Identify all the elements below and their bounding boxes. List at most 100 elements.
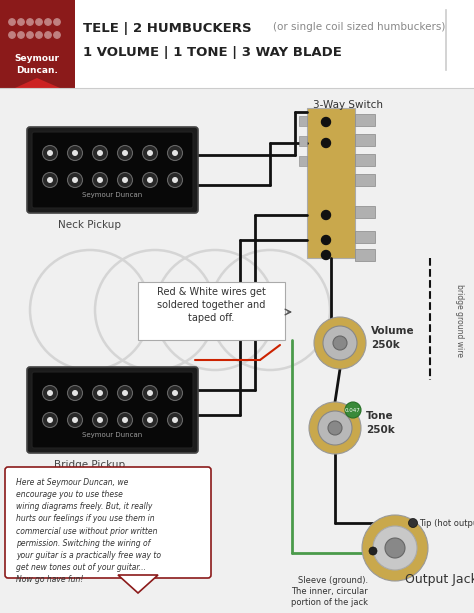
Circle shape (362, 515, 428, 581)
Bar (355, 114, 375, 126)
Polygon shape (15, 78, 60, 88)
Bar (355, 154, 375, 166)
Circle shape (9, 32, 15, 38)
Text: 1 VOLUME | 1 TONE | 3 WAY BLADE: 1 VOLUME | 1 TONE | 3 WAY BLADE (83, 46, 342, 59)
Circle shape (385, 538, 405, 558)
Circle shape (172, 390, 178, 396)
Bar (0, 0, 474, 88)
Text: (or single coil sized humbuckers): (or single coil sized humbuckers) (273, 22, 446, 32)
Circle shape (27, 19, 33, 25)
Circle shape (47, 417, 53, 423)
Circle shape (43, 386, 57, 400)
Circle shape (143, 145, 157, 161)
Text: TELE | 2 HUMBUCKERS: TELE | 2 HUMBUCKERS (83, 22, 252, 35)
Circle shape (43, 145, 57, 161)
FancyBboxPatch shape (27, 127, 198, 213)
Circle shape (345, 402, 361, 418)
Circle shape (321, 118, 330, 126)
Circle shape (9, 19, 15, 25)
FancyBboxPatch shape (27, 367, 198, 453)
Circle shape (92, 145, 108, 161)
Circle shape (122, 417, 128, 423)
Circle shape (172, 417, 178, 423)
Text: 3-Way Switch: 3-Way Switch (313, 100, 383, 110)
Circle shape (47, 390, 53, 396)
Bar (355, 174, 375, 186)
Circle shape (72, 150, 78, 156)
Circle shape (318, 411, 352, 445)
Circle shape (92, 413, 108, 427)
Text: Here at Seymour Duncan, we
encourage you to use these
wiring diagrams freely. Bu: Here at Seymour Duncan, we encourage you… (16, 478, 161, 584)
Text: Sleeve (ground).
The inner, circular
portion of the jack: Sleeve (ground). The inner, circular por… (291, 576, 368, 607)
Circle shape (167, 172, 182, 188)
Circle shape (167, 413, 182, 427)
Circle shape (72, 390, 78, 396)
Circle shape (72, 417, 78, 423)
Circle shape (72, 177, 78, 183)
Circle shape (67, 413, 82, 427)
Bar (307, 108, 355, 258)
Circle shape (43, 413, 57, 427)
FancyBboxPatch shape (138, 282, 285, 340)
Circle shape (97, 150, 103, 156)
Circle shape (172, 150, 178, 156)
FancyBboxPatch shape (27, 367, 198, 453)
Text: Seymour
Duncan.: Seymour Duncan. (15, 54, 60, 75)
Circle shape (43, 172, 57, 188)
Circle shape (54, 19, 60, 25)
Circle shape (143, 172, 157, 188)
Circle shape (309, 402, 361, 454)
Text: Bridge Pickup: Bridge Pickup (55, 460, 126, 470)
Circle shape (373, 526, 417, 570)
Circle shape (67, 386, 82, 400)
Bar (299, 136, 307, 146)
Circle shape (118, 386, 133, 400)
Circle shape (143, 386, 157, 400)
Bar (355, 249, 375, 261)
Text: bridge ground wire: bridge ground wire (456, 283, 465, 357)
Circle shape (333, 336, 347, 350)
Bar (299, 156, 307, 166)
Circle shape (27, 32, 33, 38)
Circle shape (328, 421, 342, 435)
Text: Red & White wires get
soldered together and
taped off.: Red & White wires get soldered together … (157, 287, 266, 324)
Circle shape (18, 32, 24, 38)
Bar (355, 134, 375, 146)
Circle shape (97, 390, 103, 396)
Circle shape (147, 417, 153, 423)
Circle shape (36, 19, 42, 25)
Circle shape (321, 251, 330, 259)
Circle shape (36, 32, 42, 38)
Circle shape (409, 519, 418, 528)
Circle shape (67, 172, 82, 188)
Circle shape (54, 32, 60, 38)
Circle shape (147, 390, 153, 396)
Circle shape (172, 177, 178, 183)
Text: Tip (hot output): Tip (hot output) (419, 519, 474, 528)
Bar (355, 231, 375, 243)
Text: Output Jack: Output Jack (405, 573, 474, 586)
Circle shape (97, 177, 103, 183)
Circle shape (45, 19, 51, 25)
Bar (0, 88, 474, 613)
Circle shape (118, 413, 133, 427)
Text: Seymour Duncan: Seymour Duncan (82, 192, 143, 198)
Circle shape (92, 172, 108, 188)
FancyBboxPatch shape (32, 132, 193, 208)
Circle shape (321, 210, 330, 219)
Circle shape (47, 150, 53, 156)
Circle shape (67, 145, 82, 161)
Text: Tone
250k: Tone 250k (366, 411, 395, 435)
Circle shape (369, 547, 377, 555)
Text: Neck Pickup: Neck Pickup (58, 220, 121, 230)
Circle shape (118, 172, 133, 188)
Text: 0.047: 0.047 (345, 408, 361, 413)
FancyBboxPatch shape (32, 372, 193, 448)
Circle shape (321, 235, 330, 245)
Circle shape (122, 177, 128, 183)
Circle shape (92, 386, 108, 400)
Bar (355, 206, 375, 218)
Circle shape (314, 317, 366, 369)
Circle shape (167, 145, 182, 161)
Bar (0, 0, 75, 88)
